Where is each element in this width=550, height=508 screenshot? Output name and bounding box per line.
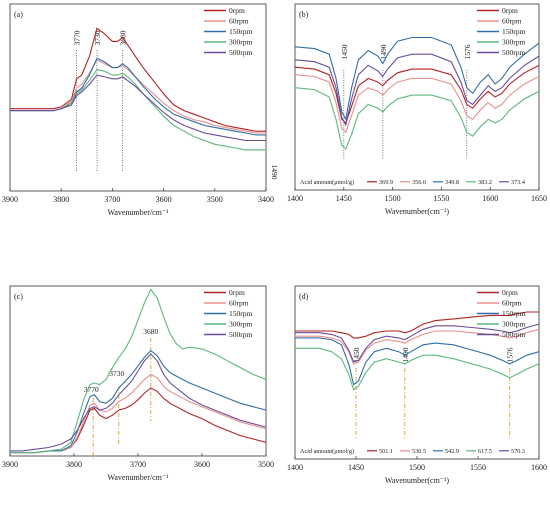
series-line-150rpm (295, 338, 539, 385)
x-tick-label: 1400 (287, 194, 303, 203)
x-tick-label: 3500 (207, 195, 223, 204)
legend-label: 0rpm (502, 288, 518, 297)
legend-label: 500rpm (502, 330, 525, 339)
x-tick-label: 1650 (531, 194, 547, 203)
legend-label: 300rpm (502, 320, 525, 329)
plot-frame (10, 4, 266, 191)
acid-amount-value: 617.5 (478, 448, 492, 455)
legend-label: 60rpm (229, 299, 249, 308)
legend-label: 60rpm (502, 299, 522, 308)
annotation-label: 3770 (73, 30, 82, 45)
x-tick-label: 3800 (66, 460, 82, 469)
legend-label: 500rpm (502, 48, 525, 57)
legend-label: 300rpm (502, 38, 525, 47)
x-tick-label: 3800 (53, 195, 69, 204)
acid-amount-value: 349.8 (445, 179, 459, 186)
series-line-300rpm (10, 70, 266, 150)
acid-amount-value: 530.5 (412, 448, 426, 455)
acid-amount-value: 570.3 (511, 448, 525, 455)
panel-4: (d) 1400 1450 1500 1550 1600 Wavenumber(cm⁻¹) 1… (287, 286, 547, 485)
panel-3: (c) 3900 3800 3700 3600 3500 Wavenumber/cm⁻¹ 37… (2, 286, 274, 482)
acid-amount-value: 542.9 (445, 448, 459, 455)
panel-label: (c) (14, 292, 23, 301)
x-tick-label: 1550 (470, 463, 486, 472)
x-tick-label: 3600 (156, 195, 172, 204)
acid-amount-value: 356.0 (412, 179, 426, 186)
series-line-60rpm (10, 374, 266, 452)
legend-label: 300rpm (229, 38, 252, 47)
x-tick-label: 1500 (385, 194, 401, 203)
x-tick-label: 3500 (258, 460, 274, 469)
series-line-60rpm (10, 60, 266, 133)
acid-amount-label: Acid amount(μmol/g) (300, 448, 354, 455)
x-tick-label: 1550 (433, 194, 449, 203)
acid-amount-label: Acid amount(μmol/g) (300, 179, 354, 186)
annotation-label: 3680 (143, 327, 158, 336)
x-axis-label: Wavenumber/cm⁻¹ (107, 208, 169, 217)
legend-label: 300rpm (229, 320, 252, 329)
x-tick-label: 1500 (409, 463, 425, 472)
series-line-150rpm (10, 58, 266, 135)
x-tick-label: 3900 (2, 195, 18, 204)
x-tick-label: 3400 (258, 195, 274, 204)
legend-label: 0rpm (229, 6, 245, 15)
x-tick-label: 1600 (482, 194, 498, 203)
legend-label: 60rpm (229, 17, 249, 26)
x-tick-label: 1600 (531, 463, 547, 472)
legend-label: 150rpm (229, 27, 252, 36)
annotation-label: 3770 (84, 385, 99, 394)
x-tick-label: 3700 (104, 195, 120, 204)
x-axis-label: Wavenumber(cm⁻¹) (385, 207, 450, 216)
x-tick-label: 3700 (130, 460, 146, 469)
x-tick-label: 3600 (194, 460, 210, 469)
acid-amount-value: 369.9 (379, 179, 393, 186)
acid-amount-value: 383.2 (478, 179, 492, 186)
annotation-label: 3730 (109, 369, 124, 378)
series-line-300rpm (295, 88, 539, 149)
legend-label: 500rpm (229, 330, 252, 339)
panel-label: (b) (299, 10, 309, 19)
x-tick-label: 1450 (348, 463, 364, 472)
annotation-label: 1576 (463, 44, 472, 59)
series-line-300rpm (295, 348, 539, 390)
series-line-500rpm (10, 354, 266, 451)
x-tick-label: 1400 (287, 463, 303, 472)
legend-label: 150rpm (229, 309, 252, 318)
x-tick-label: 3900 (2, 460, 18, 469)
x-axis-label: Wavenumber/cm⁻¹ (107, 473, 169, 482)
series-line-150rpm (10, 351, 266, 453)
series-line-500rpm (10, 75, 266, 140)
legend-label: 0rpm (229, 288, 245, 297)
panel-label: (a) (14, 10, 23, 19)
legend-label: 60rpm (502, 17, 522, 26)
stray-label: 1490 (270, 165, 279, 180)
acid-amount-value: 501.1 (379, 448, 393, 455)
panel-2: (b) 1400 1450 1500 1550 1600 1650 Wavenumber(cm… (287, 4, 547, 216)
panel-label: (d) (299, 292, 309, 301)
annotation-label: 1576 (506, 347, 515, 362)
panel-1: (a) 3900 3800 3700 3600 3500 3400 Wavenumber/cm… (2, 4, 279, 217)
legend-label: 0rpm (502, 6, 518, 15)
legend-label: 150rpm (502, 309, 525, 318)
legend-label: 500rpm (229, 48, 252, 57)
x-axis-label: Wavenumber(cm⁻¹) (385, 476, 450, 485)
acid-amount-value: 373.4 (511, 179, 525, 186)
legend-label: 150rpm (502, 27, 525, 36)
annotation-label: 1450 (340, 44, 349, 59)
x-tick-label: 1450 (336, 194, 352, 203)
